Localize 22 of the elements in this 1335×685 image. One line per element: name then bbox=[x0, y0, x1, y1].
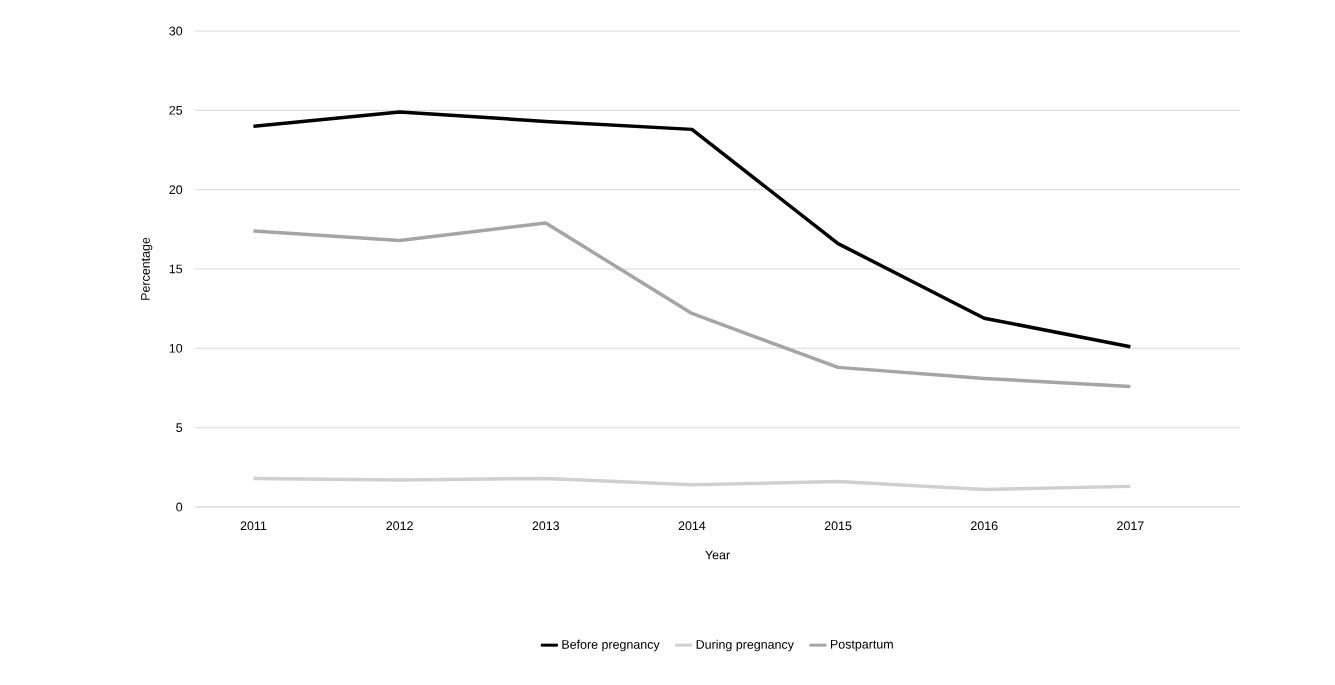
x-tick-label: 2013 bbox=[532, 521, 560, 531]
legend-label: Postpartum bbox=[830, 639, 893, 652]
y-tick-label: 15 bbox=[169, 264, 183, 274]
legend-label: During pregnancy bbox=[696, 639, 794, 652]
y-tick-label: 5 bbox=[176, 423, 183, 433]
legend-label: Before pregnancy bbox=[562, 639, 660, 652]
y-tick-label: 25 bbox=[169, 105, 183, 115]
x-tick-label: 2011 bbox=[240, 521, 267, 531]
line-series bbox=[251, 476, 1133, 492]
x-axis-title: Year bbox=[705, 550, 730, 560]
y-tick-label: 10 bbox=[169, 343, 183, 353]
line-series bbox=[251, 110, 1133, 349]
x-tick-label: 2012 bbox=[386, 521, 413, 531]
x-tick-label: 2015 bbox=[824, 521, 852, 531]
line-series bbox=[251, 221, 1133, 389]
x-tick-label: 2017 bbox=[1117, 521, 1144, 531]
y-tick-label: 0 bbox=[176, 502, 183, 512]
x-tick-label: 2016 bbox=[970, 521, 998, 531]
y-tick-label: 30 bbox=[169, 26, 183, 36]
y-tick-label: 20 bbox=[169, 185, 183, 195]
y-axis-title: Percentage bbox=[141, 237, 153, 300]
x-tick-label: 2014 bbox=[678, 521, 706, 531]
